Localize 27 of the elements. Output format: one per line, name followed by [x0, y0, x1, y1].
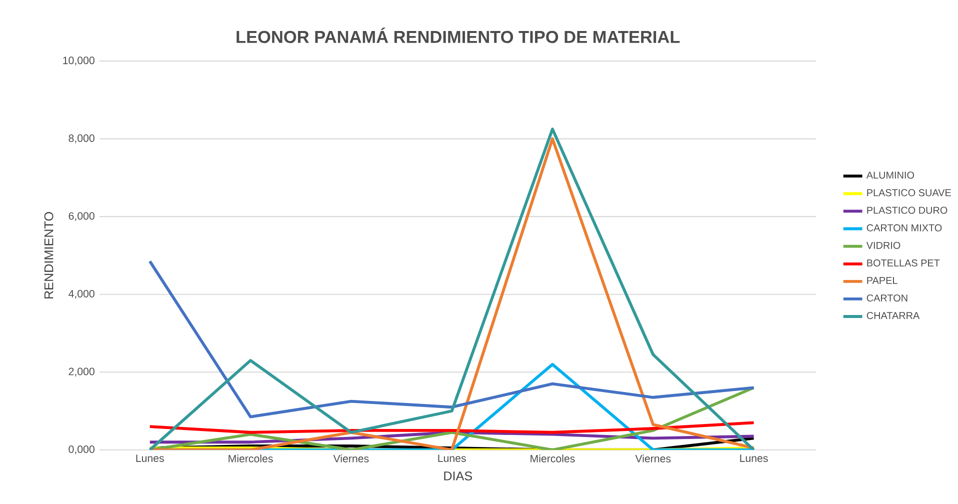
y-axis-title: RENDIMIENTO [44, 212, 54, 299]
x-tick-label: Miercoles [228, 454, 273, 463]
chart-title: LEONOR PANAMÁ RENDIMIENTO TIPO DE MATERIAL [236, 28, 680, 44]
y-tick-label: 4,000 [68, 290, 94, 299]
x-tick-label: Miercoles [530, 454, 575, 463]
x-tick-label: Lunes [438, 454, 466, 462]
y-tick-label: 6,000 [68, 212, 94, 222]
line-series [148, 421, 756, 434]
y-tick-label: 8,000 [68, 134, 94, 144]
y-tick-label: 10,000 [63, 56, 94, 66]
x-tick-label: Viernes [333, 454, 369, 463]
line-series [148, 260, 756, 418]
x-tick-label: Lunes [740, 454, 768, 462]
legend-label: PLASTICO DURO [867, 206, 948, 214]
legend-label: VIDRIO [866, 242, 900, 250]
legend-label: PLASTICO SUAVE [867, 189, 951, 196]
legend-label: CARTON [866, 294, 908, 302]
x-tick-label: Viernes [635, 454, 671, 463]
x-axis-title: DIAS [444, 472, 472, 481]
y-tick-label: 2,000 [68, 368, 94, 377]
legend-label: CHATARRA [866, 312, 920, 320]
x-tick-label: Lunes [136, 454, 164, 462]
legend-label: CARTON MIXTO [866, 224, 942, 232]
legend-label: ALUMINIO [866, 172, 914, 179]
legend-label: BOTELLAS PET [867, 260, 940, 267]
y-tick-label: 0,000 [68, 446, 94, 454]
legend-label: PAPEL [867, 277, 898, 284]
